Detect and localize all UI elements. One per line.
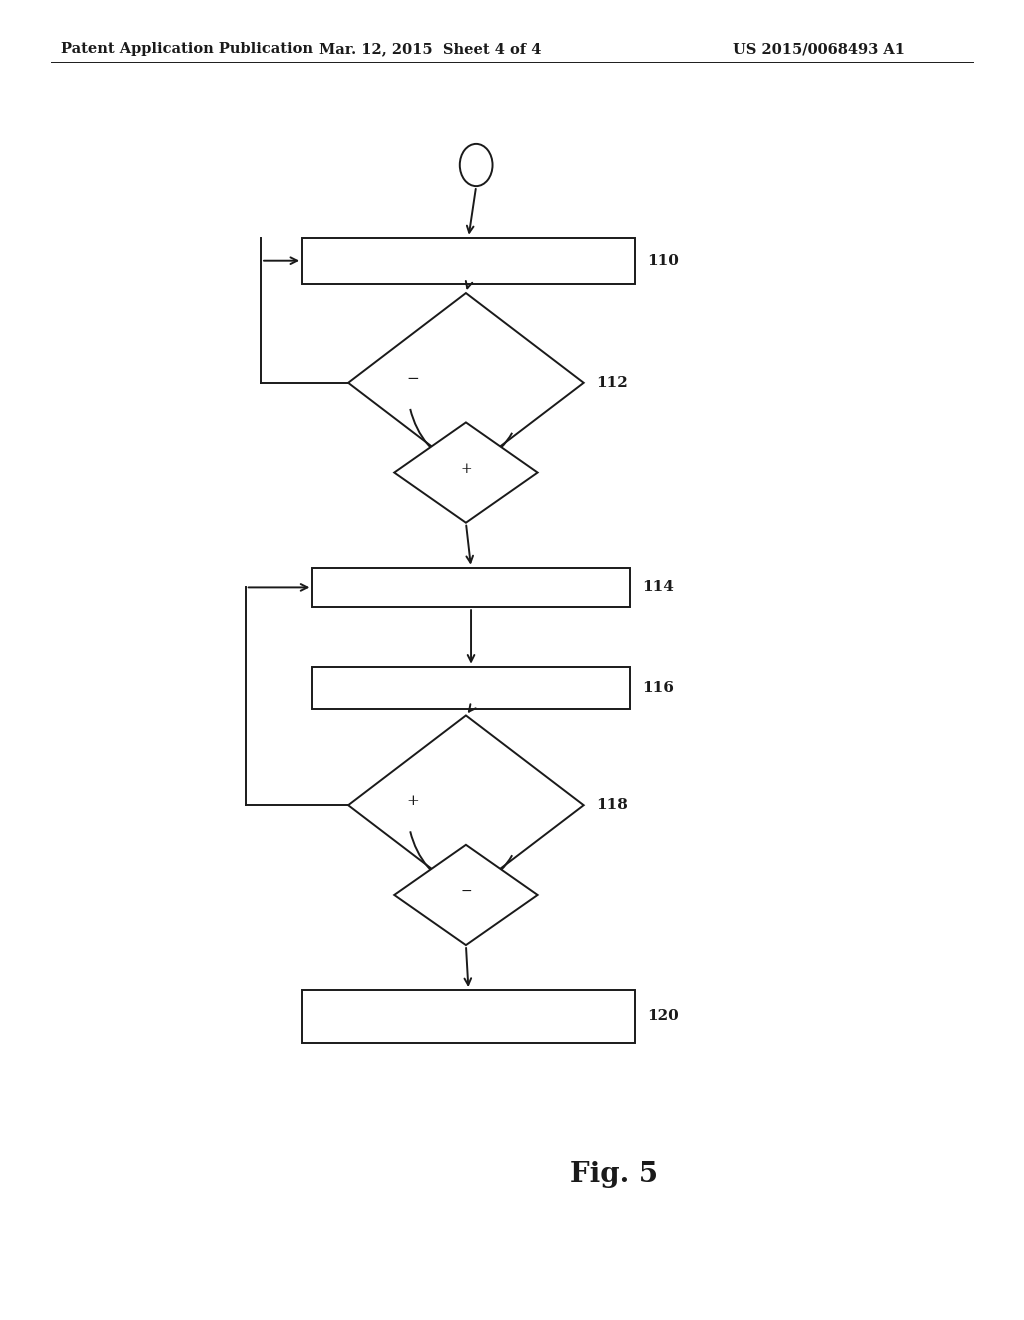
Text: 114: 114 <box>642 581 674 594</box>
Polygon shape <box>348 715 584 895</box>
Polygon shape <box>348 293 584 473</box>
Text: Patent Application Publication: Patent Application Publication <box>61 42 313 57</box>
Text: +: + <box>460 462 472 475</box>
Text: Mar. 12, 2015  Sheet 4 of 4: Mar. 12, 2015 Sheet 4 of 4 <box>318 42 542 57</box>
Bar <box>312 568 630 607</box>
Text: 118: 118 <box>596 799 628 812</box>
Text: US 2015/0068493 A1: US 2015/0068493 A1 <box>733 42 905 57</box>
Text: 110: 110 <box>647 253 679 268</box>
Text: 116: 116 <box>642 681 674 694</box>
Text: −: − <box>407 372 419 385</box>
Circle shape <box>460 144 493 186</box>
Text: 112: 112 <box>596 376 628 389</box>
Text: +: + <box>407 795 419 808</box>
Text: Fig. 5: Fig. 5 <box>570 1162 658 1188</box>
Bar <box>302 238 635 284</box>
Polygon shape <box>394 422 538 523</box>
Bar <box>302 990 635 1043</box>
Text: 120: 120 <box>647 1010 679 1023</box>
Text: −: − <box>460 884 472 898</box>
Polygon shape <box>394 845 538 945</box>
Bar <box>312 667 630 709</box>
